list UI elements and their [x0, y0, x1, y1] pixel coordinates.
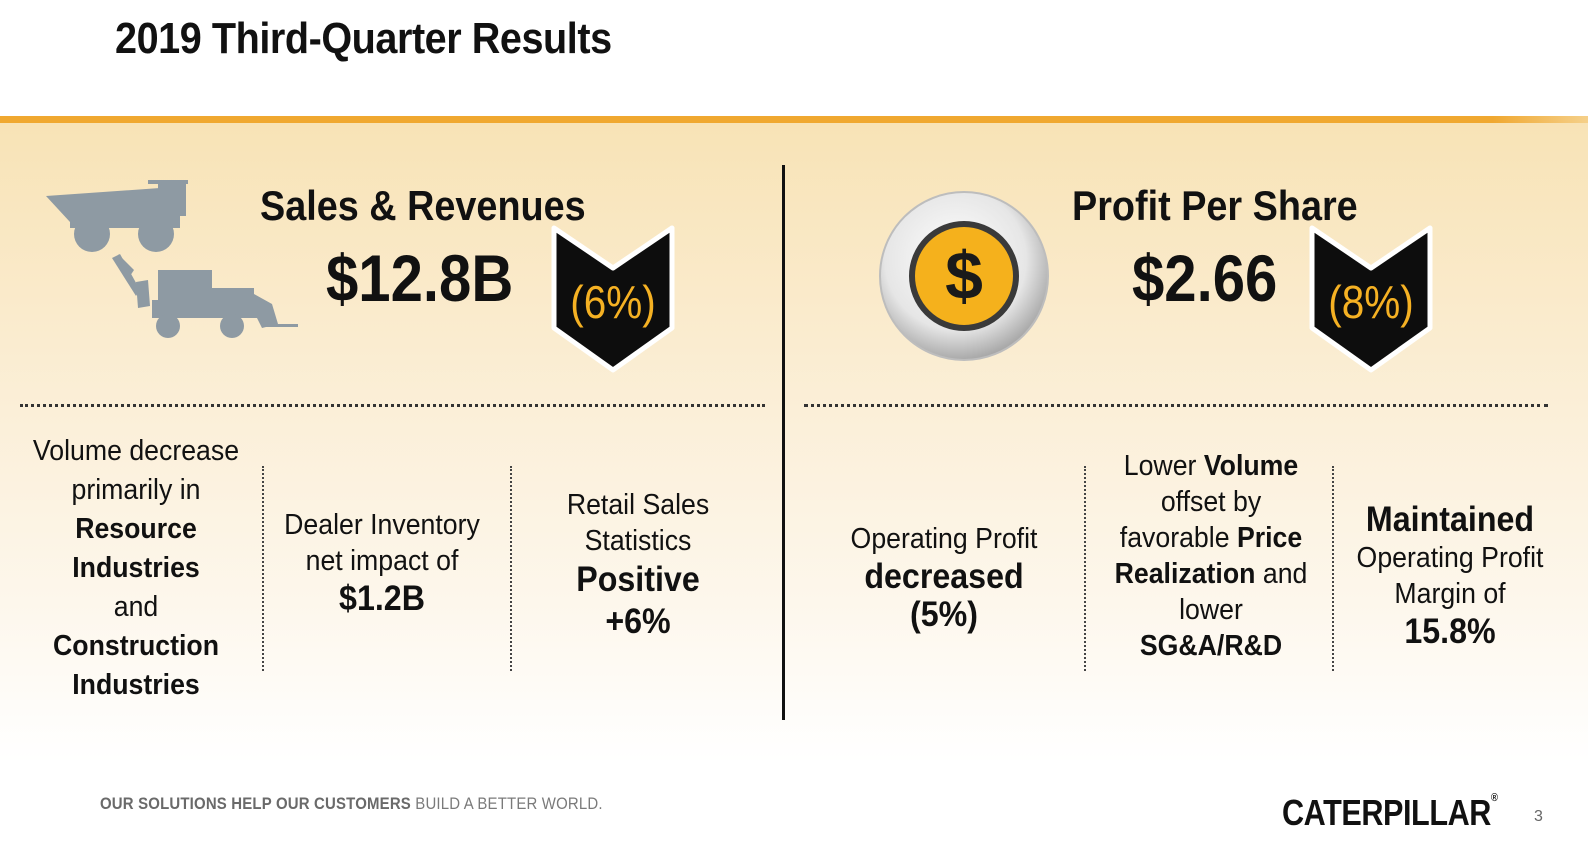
header-accent-rule	[0, 116, 1588, 123]
profit-per-share-heading: Profit Per Share	[1072, 182, 1358, 229]
content-panel	[0, 123, 1588, 763]
machinery-icon	[46, 180, 298, 338]
retail-sales-note: Retail Sales Statistics Positive +6%	[566, 489, 710, 641]
right-column-divider-2	[1332, 466, 1334, 671]
volume-decrease-note: Volume decrease primarily in Resource In…	[32, 435, 240, 701]
operating-profit-note: Operating Profit decreased (5%)	[850, 523, 1038, 634]
left-column-divider-2	[510, 466, 512, 671]
sales-revenues-value: $12.8B	[326, 241, 514, 315]
right-column-divider-1	[1084, 466, 1086, 671]
page-number: 3	[1534, 808, 1543, 825]
slide-title: 2019 Third-Quarter Results	[115, 14, 612, 63]
down-chevron-icon	[551, 225, 675, 373]
margin-note: Maintained Operating Profit Margin of 15…	[1356, 500, 1544, 651]
sales-revenues-heading: Sales & Revenues	[260, 182, 586, 229]
caterpillar-logo: CATERPILLAR®	[1282, 792, 1498, 833]
dealer-inventory-note: Dealer Inventory net impact of $1.2B	[284, 509, 480, 618]
left-column-divider-1	[262, 466, 264, 671]
footer-tagline: OUR SOLUTIONS HELP OUR CUSTOMERS BUILD A…	[100, 794, 603, 813]
right-dotted-separator	[804, 404, 1548, 407]
volume-price-note: Lower Volume offset by favorable Price R…	[1114, 450, 1308, 662]
dollar-coin-icon	[879, 191, 1049, 361]
profit-per-share-value: $2.66	[1132, 241, 1278, 315]
slide-header: 2019 Third-Quarter Results	[0, 0, 1588, 116]
left-dotted-separator	[20, 404, 765, 407]
dollar-symbol: $	[945, 238, 983, 314]
sales-change-label: (6%)	[570, 276, 656, 328]
profit-change-label: (8%)	[1328, 276, 1414, 328]
section-divider	[782, 165, 785, 720]
down-chevron-icon	[1309, 225, 1433, 373]
